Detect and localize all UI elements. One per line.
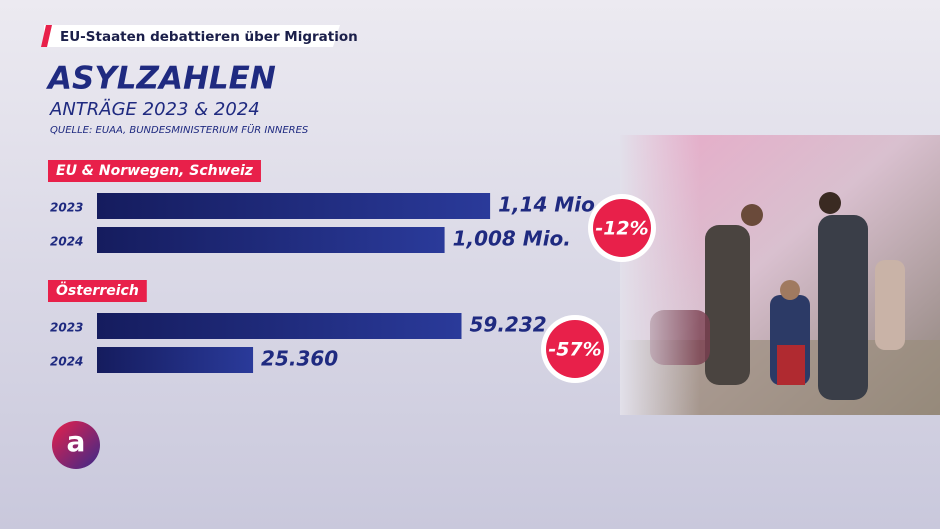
bar — [97, 227, 445, 253]
bar — [97, 313, 462, 339]
bar — [97, 347, 254, 373]
change-label: -12% — [595, 218, 648, 240]
change-label: -57% — [548, 339, 601, 361]
banner-text: EU-Staaten debattieren über Migration — [60, 29, 358, 45]
group-label-box — [48, 160, 261, 182]
value-label: 1,008 Mio. — [453, 227, 571, 251]
value-label: 25.360 — [261, 347, 338, 371]
bar — [97, 193, 491, 219]
group-label: EU & Norwegen, Schweiz — [56, 163, 254, 179]
group-label: Österreich — [56, 281, 139, 299]
group-label-box — [48, 280, 147, 302]
y-tick-label: 2024 — [50, 235, 83, 249]
value-label: 1,14 Mio. — [498, 193, 602, 217]
subtitle: ANTRÄGE 2023 & 2024 — [49, 99, 260, 120]
y-tick-label: 2023 — [50, 201, 83, 215]
bar-chart: Österreich 2023 59.232 2024 25.360 -57% — [48, 280, 609, 383]
banner: EU-Staaten debattieren über Migration — [41, 25, 358, 47]
title: ASYLZAHLEN — [45, 61, 276, 97]
value-label: 59.232 — [470, 313, 547, 337]
y-tick-label: 2024 — [50, 355, 83, 369]
source: QUELLE: EUAA, BUNDESMINISTERIUM FÜR INNE… — [50, 123, 309, 136]
logo: a — [52, 421, 100, 469]
logo-text: a — [67, 425, 86, 458]
change-badge — [593, 199, 651, 257]
change-badge — [546, 320, 604, 378]
photo — [620, 135, 940, 415]
bar-chart: EU & Norwegen, Schweiz 2023 1,14 Mio. 2024 1… — [48, 160, 656, 262]
y-tick-label: 2023 — [50, 321, 83, 335]
